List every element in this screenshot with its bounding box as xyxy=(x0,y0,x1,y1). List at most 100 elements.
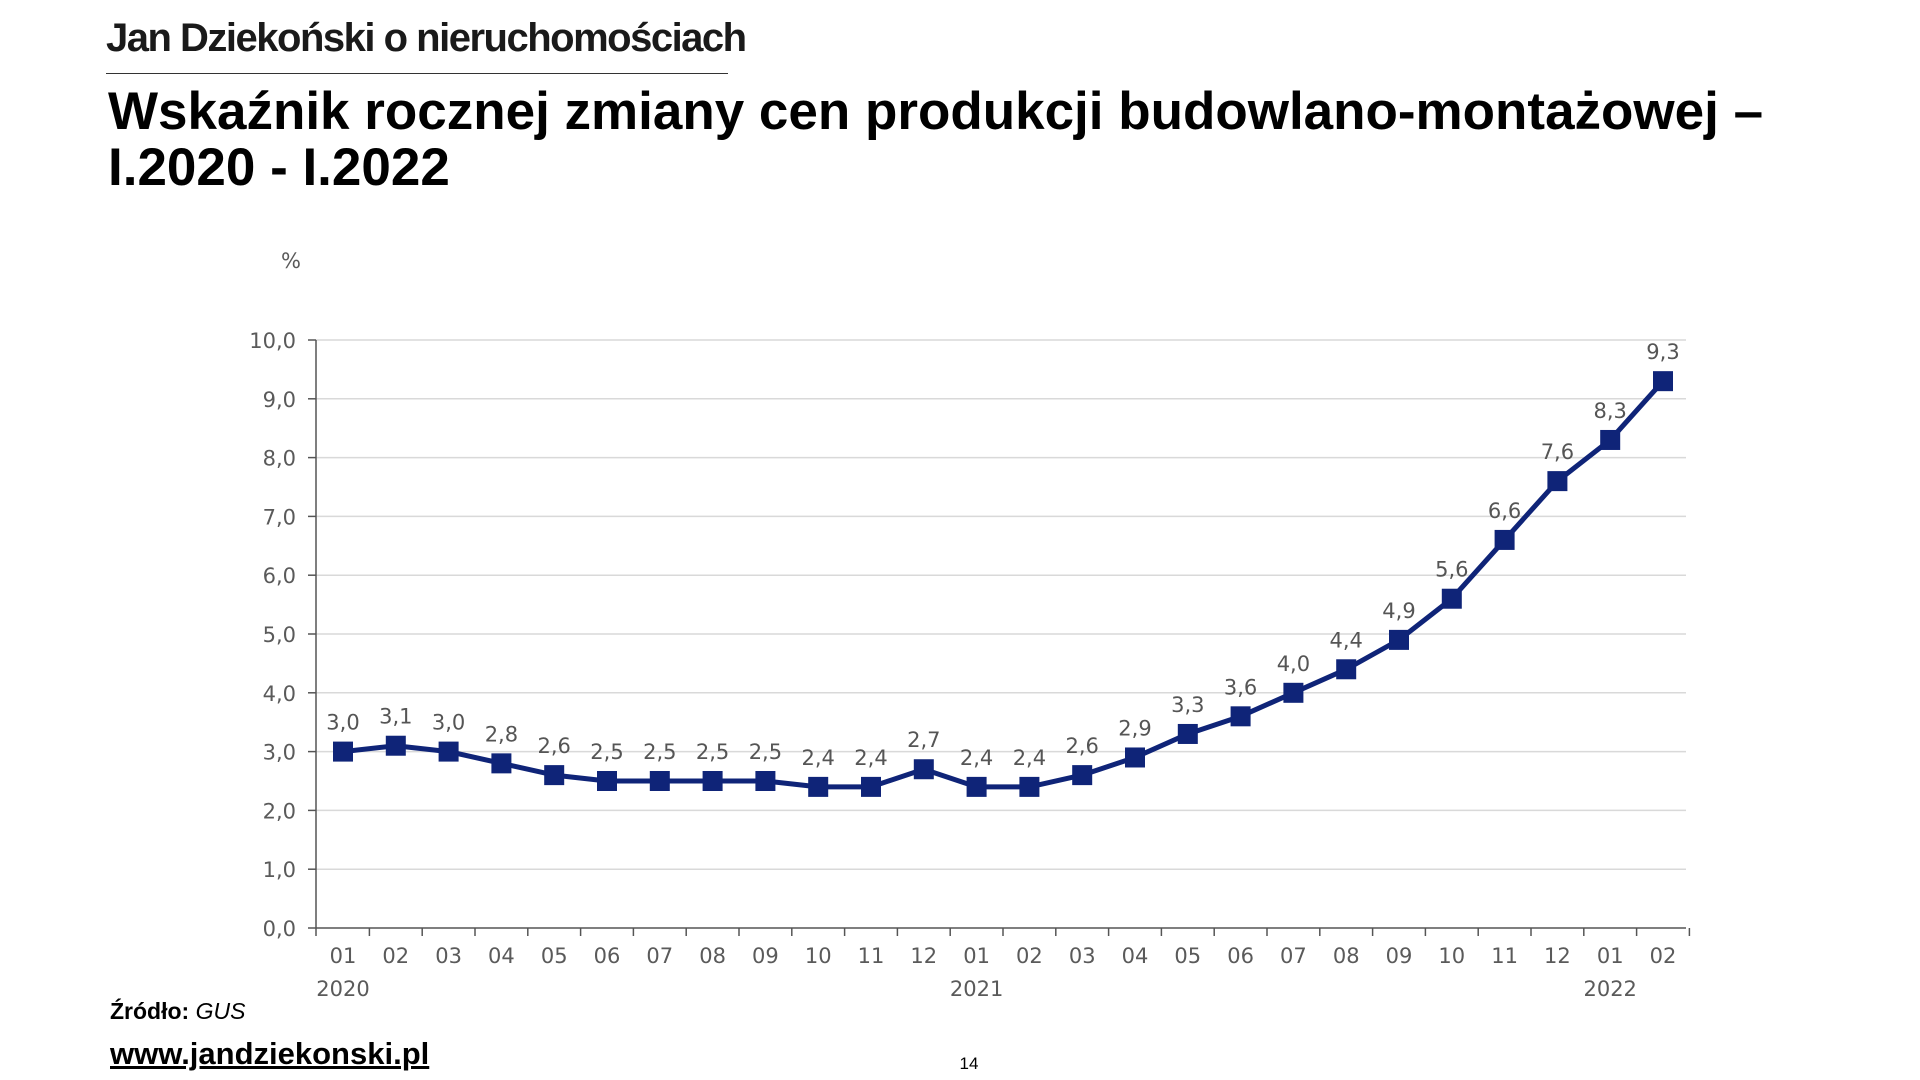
y-tick-label: 6,0 xyxy=(263,564,296,588)
x-tick-label: 02 xyxy=(1016,944,1043,968)
data-point-marker xyxy=(1177,723,1198,744)
x-tick-label: 08 xyxy=(699,944,726,968)
y-tick-label: 5,0 xyxy=(263,623,296,647)
data-point-marker xyxy=(861,776,881,797)
data-label: 2,4 xyxy=(854,746,887,770)
data-point-marker xyxy=(597,771,617,791)
data-point-marker xyxy=(1600,429,1621,450)
series-line-group xyxy=(342,379,1665,790)
data-label: 2,4 xyxy=(801,746,834,770)
data-point-marker xyxy=(333,741,353,762)
data-point-marker xyxy=(1389,629,1409,650)
x-tick-label: 01 xyxy=(1597,944,1624,968)
data-points xyxy=(333,371,1673,797)
data-label: 2,6 xyxy=(537,734,570,758)
data-label: 2,4 xyxy=(960,746,993,770)
axes xyxy=(308,339,1691,936)
x-tick-labels: 01 02 03 04 05 06 07 08 09 10 11 12 01 02 03 04 05 06 07 08… xyxy=(330,944,1677,968)
x-tick-label: 10 xyxy=(1438,944,1465,968)
year-label: 2022 xyxy=(1583,977,1636,1001)
y-tick-label: 7,0 xyxy=(263,505,296,529)
x-tick-label: 03 xyxy=(435,944,462,968)
data-point-marker xyxy=(1072,765,1093,786)
x-tick-label: 09 xyxy=(752,944,779,968)
x-tick-label: 01 xyxy=(963,944,990,968)
x-tick-label: 01 xyxy=(330,944,357,968)
y-tick-labels: 0,0 1,0 2,0 3,0 4,0 5,0 6,0 7,0 8,0 9,0 10,0 xyxy=(249,329,296,941)
page-title: Wskaźnik rocznej zmiany cen produkcji bu… xyxy=(108,82,1764,197)
y-tick-label: 1,0 xyxy=(263,858,296,882)
data-point-marker xyxy=(1547,471,1568,492)
data-point-marker xyxy=(438,741,459,762)
data-label: 8,3 xyxy=(1593,399,1626,423)
data-label: 3,0 xyxy=(326,711,359,735)
data-point-marker xyxy=(1494,529,1515,550)
data-label: 3,1 xyxy=(379,705,412,729)
data-point-marker xyxy=(385,735,406,756)
x-tick-label: 12 xyxy=(910,944,937,968)
data-label: 4,0 xyxy=(1277,652,1310,676)
x-tick-label: 04 xyxy=(488,944,515,968)
data-point-marker xyxy=(808,776,829,797)
data-point-marker xyxy=(491,753,512,774)
data-label: 7,6 xyxy=(1541,440,1574,464)
x-tick-label: 05 xyxy=(541,944,568,968)
x-tick-label: 05 xyxy=(1174,944,1201,968)
data-label: 2,8 xyxy=(485,722,518,746)
website-link[interactable]: www.jandziekonski.pl xyxy=(110,1036,430,1071)
data-point-marker xyxy=(544,765,565,786)
source-label: Źródło: xyxy=(110,998,190,1024)
y-tick-label: 0,0 xyxy=(263,917,296,941)
x-tick-label: 06 xyxy=(1227,944,1254,968)
x-tick-label: 03 xyxy=(1069,944,1096,968)
y-tick-label: 2,0 xyxy=(263,799,296,823)
data-label: 4,4 xyxy=(1329,628,1362,652)
x-tick-label: 07 xyxy=(1280,944,1307,968)
page-number: 14 xyxy=(959,1054,979,1073)
x-tick-label: 09 xyxy=(1386,944,1413,968)
data-point-marker xyxy=(702,771,723,791)
brand-divider xyxy=(106,73,728,74)
y-tick-label: 4,0 xyxy=(263,682,296,706)
x-tick-label: 11 xyxy=(858,944,885,968)
y-axis-unit-label: % xyxy=(281,249,301,273)
source-note: Źródło: GUS xyxy=(110,998,245,1025)
data-label: 2,7 xyxy=(907,728,940,752)
x-tick-label: 07 xyxy=(646,944,673,968)
data-point-marker xyxy=(1283,682,1304,703)
x-tick-label: 11 xyxy=(1491,944,1518,968)
data-point-marker xyxy=(966,776,987,797)
data-label: 2,5 xyxy=(749,740,782,764)
data-label: 3,0 xyxy=(432,711,465,735)
data-point-marker xyxy=(913,759,934,780)
data-label: 6,6 xyxy=(1488,499,1521,523)
year-label: 2021 xyxy=(950,977,1003,1001)
grid-lines xyxy=(316,339,1686,870)
data-point-marker xyxy=(1653,371,1673,392)
y-tick-label: 10,0 xyxy=(249,329,296,353)
y-tick-label: 8,0 xyxy=(263,447,296,471)
x-tick-label: 06 xyxy=(594,944,621,968)
x-tick-label: 04 xyxy=(1122,944,1149,968)
brand-title: Jan Dziekoński o nieruchomościach xyxy=(106,16,747,60)
year-labels: 2020 2021 2022 xyxy=(316,977,1637,1001)
data-point-marker xyxy=(755,771,776,791)
data-label: 5,6 xyxy=(1435,558,1468,582)
data-label: 2,4 xyxy=(1013,746,1046,770)
data-label: 2,5 xyxy=(590,740,623,764)
data-label: 4,9 xyxy=(1382,599,1415,623)
x-tick-label: 12 xyxy=(1544,944,1571,968)
data-label: 3,3 xyxy=(1171,693,1204,717)
series-line xyxy=(342,379,1665,790)
data-label: 2,9 xyxy=(1118,716,1151,740)
data-point-marker xyxy=(1336,659,1357,680)
data-point-marker xyxy=(1019,776,1040,797)
year-label: 2020 xyxy=(316,977,369,1001)
data-label: 9,3 xyxy=(1646,340,1679,364)
data-label: 2,5 xyxy=(643,740,676,764)
source-value: GUS xyxy=(195,998,246,1024)
data-label: 2,5 xyxy=(696,740,729,764)
data-point-marker xyxy=(649,771,670,791)
